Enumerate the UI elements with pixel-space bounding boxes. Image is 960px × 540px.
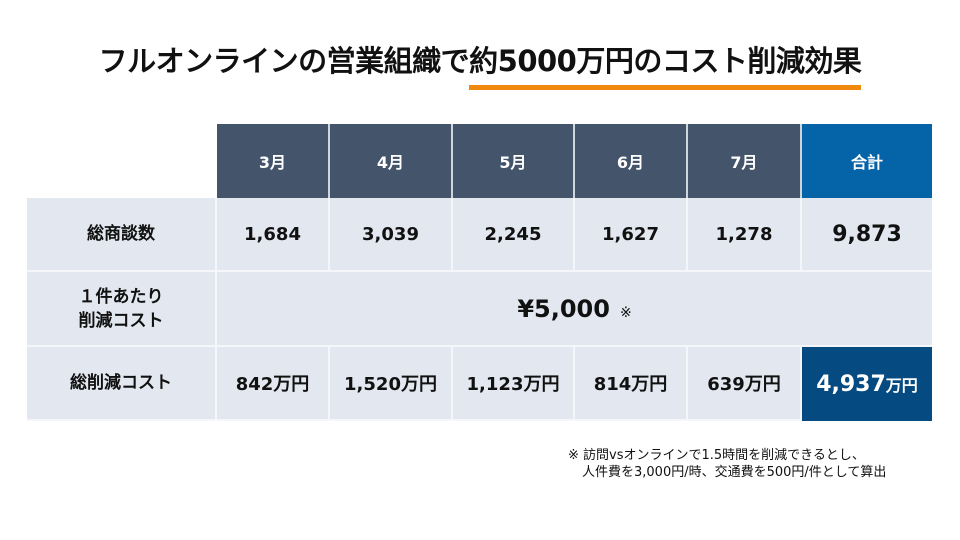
deals-july: 1,278 [688, 198, 802, 272]
total-cost-sum-unit: 万円 [885, 376, 918, 395]
total-cost-may: 1,123万円 [453, 347, 575, 421]
deals-june: 1,627 [575, 198, 688, 272]
total-cost-sum-number: 4,937 [816, 371, 886, 397]
row-label-unit-cost-line2: 削減コスト [78, 310, 164, 331]
footnote-line1: ※ 訪問vsオンラインで1.5時間を削減できるとし、 [568, 448, 865, 463]
total-cost-july: 639万円 [688, 347, 802, 421]
column-header-total: 合計 [802, 124, 932, 198]
deals-may: 2,245 [453, 198, 575, 272]
column-header-march: 3月 [217, 124, 330, 198]
footnote-mark: ※ [619, 304, 632, 321]
page-title: フルオンラインの営業組織で約5000万円のコスト削減効果 [0, 38, 960, 90]
footnote-line2: 人件費を3,000円/時、交通費を500円/件として算出 [582, 465, 887, 480]
title-prefix: フルオンラインの営業組織で [98, 44, 470, 78]
total-cost-june: 814万円 [575, 347, 688, 421]
column-header-june: 6月 [575, 124, 688, 198]
row-label-deals: 総商談数 [27, 198, 217, 272]
total-cost-march: 842万円 [217, 347, 330, 421]
column-header-july: 7月 [688, 124, 802, 198]
deals-total: 9,873 [802, 198, 932, 272]
unit-cost-value-cell: ¥5,000 ※ [217, 272, 932, 347]
column-header-may: 5月 [453, 124, 575, 198]
deals-march: 1,684 [217, 198, 330, 272]
deals-april: 3,039 [330, 198, 453, 272]
column-header-april: 4月 [330, 124, 453, 198]
row-label-total-cost: 総削減コスト [27, 347, 217, 421]
footnote: ※ 訪問vsオンラインで1.5時間を削減できるとし、 人件費を3,000円/時、… [568, 447, 886, 481]
unit-cost-value: ¥5,000 [517, 294, 610, 323]
title-highlight: 約5000万円のコスト削減効果 [469, 38, 862, 90]
cost-reduction-table: 3月 4月 5月 6月 7月 合計 総商談数 1,684 3,039 2,245… [27, 124, 932, 421]
total-cost-sum: 4,937 万円 [802, 347, 932, 421]
row-label-unit-cost: １件あたり 削減コスト [27, 272, 217, 347]
total-cost-april: 1,520万円 [330, 347, 453, 421]
row-label-unit-cost-line1: １件あたり [78, 286, 164, 307]
